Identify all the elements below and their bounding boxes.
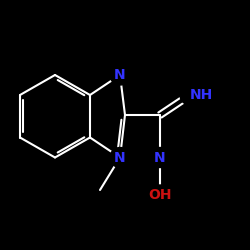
Circle shape xyxy=(150,185,170,205)
Circle shape xyxy=(150,148,170,168)
Circle shape xyxy=(110,148,130,168)
Text: N: N xyxy=(154,150,166,164)
Text: OH: OH xyxy=(148,188,172,202)
Text: N: N xyxy=(114,150,126,164)
Text: NH: NH xyxy=(190,88,213,102)
Circle shape xyxy=(180,85,200,105)
Circle shape xyxy=(110,65,130,85)
Text: N: N xyxy=(114,68,126,82)
